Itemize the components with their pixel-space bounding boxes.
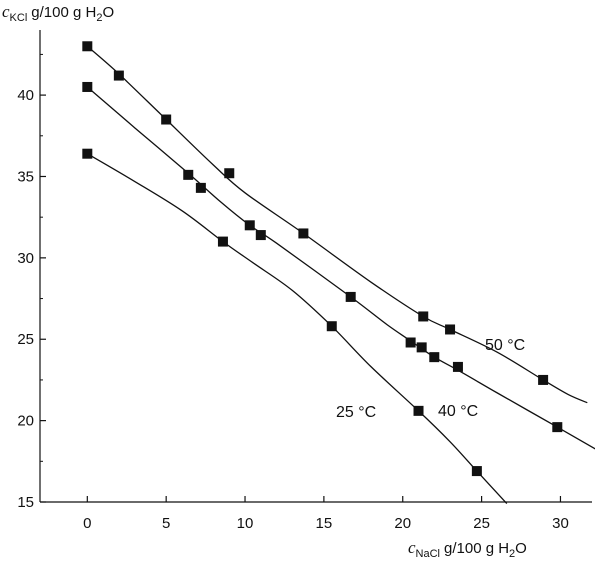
labels: cKCl g/100 g H2O cNaCl g/100 g H2O 50 °C 4…: [2, 2, 527, 560]
data-point: [161, 114, 172, 125]
data-point: [244, 220, 255, 231]
data-point: [418, 311, 429, 322]
series-label-25c: 25 °C: [336, 404, 376, 421]
data-point: [445, 324, 456, 335]
data-point: [405, 337, 416, 348]
data-point: [224, 168, 235, 179]
x-tick-label: 25: [473, 515, 490, 532]
y-tick-label: 25: [17, 331, 34, 348]
y-tick-label: 20: [17, 413, 34, 430]
data-point: [552, 422, 563, 433]
y-tick-label: 15: [17, 494, 34, 511]
data-point: [416, 342, 427, 353]
data-point: [183, 169, 194, 180]
data-point: [217, 236, 228, 247]
x-tick-label: 30: [552, 515, 569, 532]
x-tick-label: 5: [162, 515, 170, 532]
y-tick-label: 40: [17, 87, 34, 104]
data-point: [298, 228, 309, 239]
x-tick-label: 0: [83, 515, 91, 532]
data-point: [82, 41, 93, 52]
data-point: [82, 81, 93, 92]
axes: 0 5 10 15 20 25 30 15 20 25 30 35 40: [17, 30, 592, 532]
y-axis-label: cKCl g/100 g H2O: [2, 2, 114, 24]
x-tick-label: 15: [316, 515, 333, 532]
series-markers: [82, 41, 563, 477]
series-line-2: [86, 153, 508, 505]
data-point: [538, 374, 549, 385]
data-point: [413, 405, 424, 416]
y-tick-label: 35: [17, 168, 34, 185]
x-tick-label: 10: [237, 515, 254, 532]
data-point: [82, 148, 93, 159]
x-tick-label: 20: [394, 515, 411, 532]
data-point: [195, 182, 206, 193]
data-point: [326, 321, 337, 332]
data-point: [113, 70, 124, 81]
data-point: [345, 291, 356, 302]
data-point: [471, 466, 482, 477]
series-label-50c: 50 °C: [485, 337, 525, 354]
y-tick-label: 30: [17, 250, 34, 267]
data-point: [429, 352, 440, 363]
series-line-1: [86, 86, 595, 450]
x-axis-label: cNaCl g/100 g H2O: [408, 538, 527, 560]
data-point: [255, 230, 266, 241]
series-label-40c: 40 °C: [438, 403, 478, 420]
data-point: [452, 361, 463, 372]
